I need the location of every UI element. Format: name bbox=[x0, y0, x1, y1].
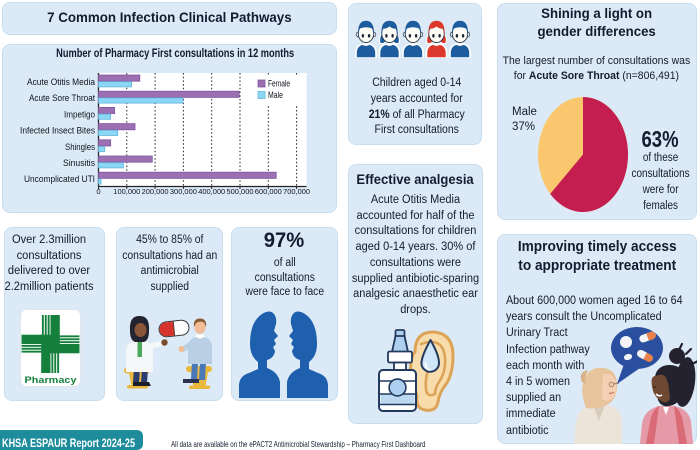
svg-text:200,000: 200,000 bbox=[142, 187, 169, 196]
svg-text:Impetigo: Impetigo bbox=[64, 109, 95, 120]
svg-text:300,000: 300,000 bbox=[170, 187, 197, 196]
svg-text:Shingles: Shingles bbox=[65, 142, 95, 153]
svg-text:Female: Female bbox=[268, 79, 290, 89]
svg-text:400,000: 400,000 bbox=[198, 187, 225, 196]
svg-text:500,000: 500,000 bbox=[227, 187, 254, 196]
svg-text:Male: Male bbox=[268, 90, 283, 100]
svg-text:Uncomplicated UTI: Uncomplicated UTI bbox=[24, 174, 95, 185]
svg-text:600,000: 600,000 bbox=[255, 187, 282, 196]
svg-text:700,000: 700,000 bbox=[283, 187, 310, 196]
svg-text:0: 0 bbox=[96, 187, 100, 196]
svg-text:Pharmacy: Pharmacy bbox=[25, 375, 78, 386]
svg-text:Acute Otitis Media: Acute Otitis Media bbox=[27, 77, 96, 88]
svg-text:Sinusitis: Sinusitis bbox=[63, 158, 95, 169]
svg-text:100,000: 100,000 bbox=[113, 187, 140, 196]
svg-text:Acute Sore Throat: Acute Sore Throat bbox=[29, 93, 95, 104]
svg-text:Infected Insect Bites: Infected Insect Bites bbox=[20, 126, 95, 137]
